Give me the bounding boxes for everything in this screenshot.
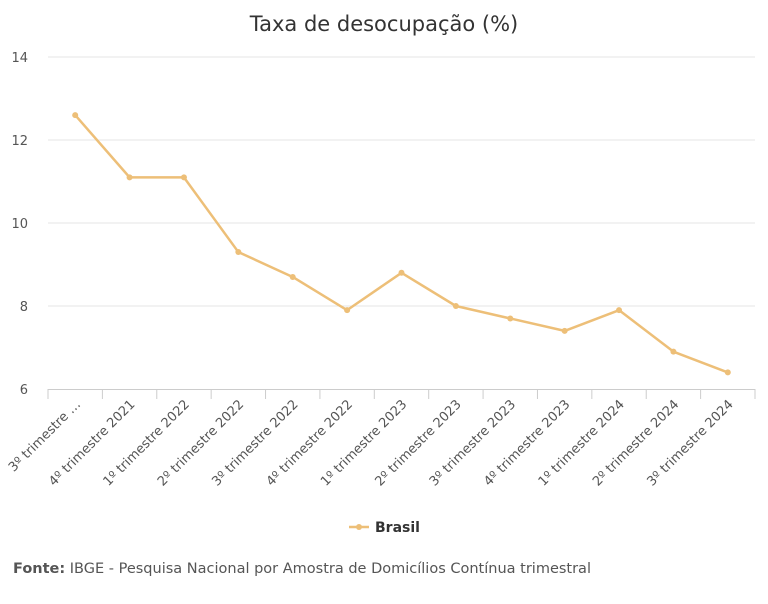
data-point[interactable] bbox=[126, 174, 133, 181]
data-point[interactable] bbox=[180, 174, 187, 181]
data-point[interactable] bbox=[507, 315, 514, 322]
legend-marker-icon bbox=[356, 524, 362, 530]
y-tick-label: 10 bbox=[11, 217, 28, 232]
source-note: Fonte: IBGE - Pesquisa Nacional por Amos… bbox=[13, 561, 591, 577]
data-point[interactable] bbox=[724, 369, 731, 376]
data-point[interactable] bbox=[398, 269, 405, 276]
y-tick-label: 8 bbox=[20, 300, 28, 315]
y-tick-label: 6 bbox=[20, 383, 28, 398]
y-axis: 6 8 10 12 14 bbox=[11, 51, 28, 398]
data-point[interactable] bbox=[452, 303, 459, 309]
source-text: IBGE - Pesquisa Nacional por Amostra de … bbox=[69, 561, 591, 577]
series-brasil bbox=[72, 112, 731, 376]
data-point[interactable] bbox=[289, 273, 296, 280]
data-point[interactable] bbox=[616, 307, 623, 314]
legend[interactable]: Brasil bbox=[349, 520, 420, 536]
grid bbox=[48, 56, 755, 307]
chart-title: Taxa de desocupação (%) bbox=[249, 12, 519, 36]
data-point[interactable] bbox=[344, 307, 351, 314]
y-tick-label: 12 bbox=[11, 134, 28, 149]
data-point[interactable] bbox=[561, 327, 568, 334]
data-point[interactable] bbox=[72, 112, 79, 119]
source-label: Fonte: bbox=[13, 561, 66, 577]
legend-label: Brasil bbox=[375, 520, 420, 536]
series-line bbox=[73, 113, 730, 374]
data-point[interactable] bbox=[670, 348, 677, 355]
data-point[interactable] bbox=[235, 249, 242, 256]
y-tick-label: 14 bbox=[11, 51, 28, 66]
